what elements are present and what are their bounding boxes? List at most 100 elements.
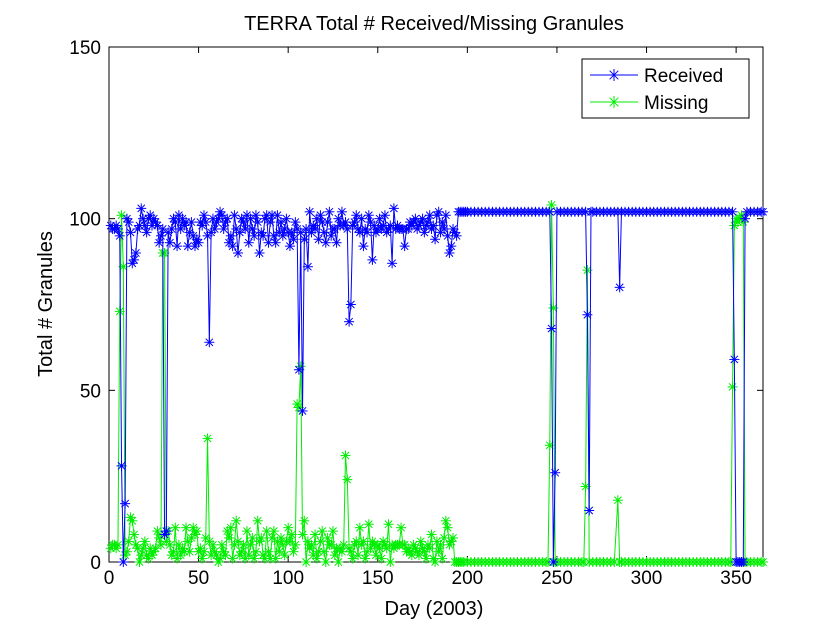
data-point-missing: [198, 546, 209, 557]
x-tick-label: 300: [631, 568, 663, 589]
data-point-received: [114, 230, 125, 241]
data-point-missing: [442, 522, 453, 533]
data-point-received: [222, 213, 233, 224]
data-point-missing: [580, 481, 591, 492]
data-point-missing: [311, 553, 322, 564]
data-point-missing: [612, 495, 623, 506]
data-point-missing: [299, 515, 310, 526]
data-point-missing: [241, 526, 252, 537]
data-point-received: [118, 557, 129, 567]
data-point-missing: [548, 302, 559, 313]
data-point-received: [218, 223, 229, 234]
data-point-received: [319, 227, 330, 238]
data-point-missing: [284, 536, 295, 547]
y-axis: 0 50 100 150: [69, 38, 763, 574]
data-point-missing: [139, 536, 150, 547]
data-point-missing: [147, 550, 158, 561]
data-point-received: [127, 258, 138, 269]
data-point-received: [344, 316, 355, 327]
data-point-missing: [320, 557, 331, 567]
data-point-missing: [301, 557, 312, 567]
data-point-received: [164, 237, 175, 248]
data-point-missing: [288, 546, 299, 557]
data-point-received: [249, 230, 260, 241]
data-point-missing: [342, 474, 353, 485]
data-point-missing: [544, 440, 555, 451]
data-point-missing: [127, 515, 138, 526]
data-point-missing: [347, 553, 358, 564]
data-point-received: [116, 460, 127, 471]
legend: Received Missing: [581, 58, 750, 119]
data-point-missing: [267, 532, 278, 543]
data-point-received: [336, 206, 347, 217]
data-point-received: [234, 227, 245, 238]
data-point-missing: [191, 526, 202, 537]
y-tick-label: 150: [69, 38, 101, 59]
data-point-missing: [437, 553, 448, 564]
data-point-received: [233, 248, 244, 258]
plot-area: [108, 46, 764, 563]
data-point-received: [225, 230, 236, 241]
data-point-missing: [297, 529, 308, 540]
data-point-received: [310, 223, 321, 234]
data-point-missing: [231, 515, 242, 526]
data-point-received: [351, 210, 362, 221]
data-point-missing: [197, 553, 208, 564]
data-point-missing: [424, 543, 435, 554]
data-point-missing: [546, 199, 557, 210]
legend-marker-received: [608, 69, 620, 81]
data-point-received: [367, 254, 378, 265]
data-point-received: [240, 223, 251, 234]
y-tick-label: 50: [80, 381, 101, 402]
data-point-received: [243, 237, 254, 248]
data-point-received: [738, 557, 749, 567]
data-point-missing: [207, 539, 218, 550]
data-point-missing: [220, 550, 231, 561]
data-point-received: [358, 241, 369, 252]
data-point-missing: [268, 526, 279, 537]
data-point-missing: [150, 543, 161, 554]
data-point-received: [329, 223, 340, 234]
data-point-missing: [276, 532, 287, 543]
data-point-missing: [155, 539, 166, 550]
data-point-received: [245, 213, 256, 224]
data-point-received: [727, 206, 738, 217]
data-point-received: [120, 498, 131, 509]
series-layer: [105, 199, 768, 567]
data-point-missing: [351, 536, 362, 547]
data-point-missing: [439, 532, 450, 543]
data-point-missing: [249, 553, 260, 564]
legend-marker-missing: [608, 96, 620, 108]
data-point-received: [200, 217, 211, 228]
data-point-missing: [283, 522, 294, 533]
x-tick-label: 50: [188, 568, 209, 589]
data-point-received: [331, 237, 342, 248]
data-point-missing: [306, 539, 317, 550]
data-point-received: [247, 223, 258, 234]
data-point-missing: [448, 532, 459, 543]
data-point-received: [155, 230, 166, 241]
data-point-received: [388, 203, 399, 214]
y-tick-label: 0: [90, 553, 101, 574]
x-tick-label: 150: [362, 568, 394, 589]
x-tick-label: 200: [452, 568, 484, 589]
data-point-received: [252, 217, 263, 228]
data-point-received: [154, 237, 165, 248]
data-point-missing: [413, 550, 424, 561]
data-point-received: [198, 210, 209, 221]
data-point-missing: [338, 539, 349, 550]
data-point-missing: [202, 433, 213, 444]
data-point-received: [161, 526, 172, 537]
data-point-missing: [385, 557, 396, 567]
y-axis-label: Total # Granules: [35, 231, 57, 377]
data-point-received: [345, 299, 356, 310]
data-point-missing: [727, 381, 738, 392]
data-point-received: [157, 223, 168, 234]
data-point-received: [186, 217, 197, 228]
data-point-missing: [227, 553, 238, 564]
data-point-received: [740, 213, 751, 224]
data-point-received: [313, 234, 324, 245]
data-point-missing: [426, 529, 437, 540]
x-axis: 0 50 100 150 200 250 300 350: [104, 47, 752, 589]
data-point-received: [584, 505, 595, 516]
